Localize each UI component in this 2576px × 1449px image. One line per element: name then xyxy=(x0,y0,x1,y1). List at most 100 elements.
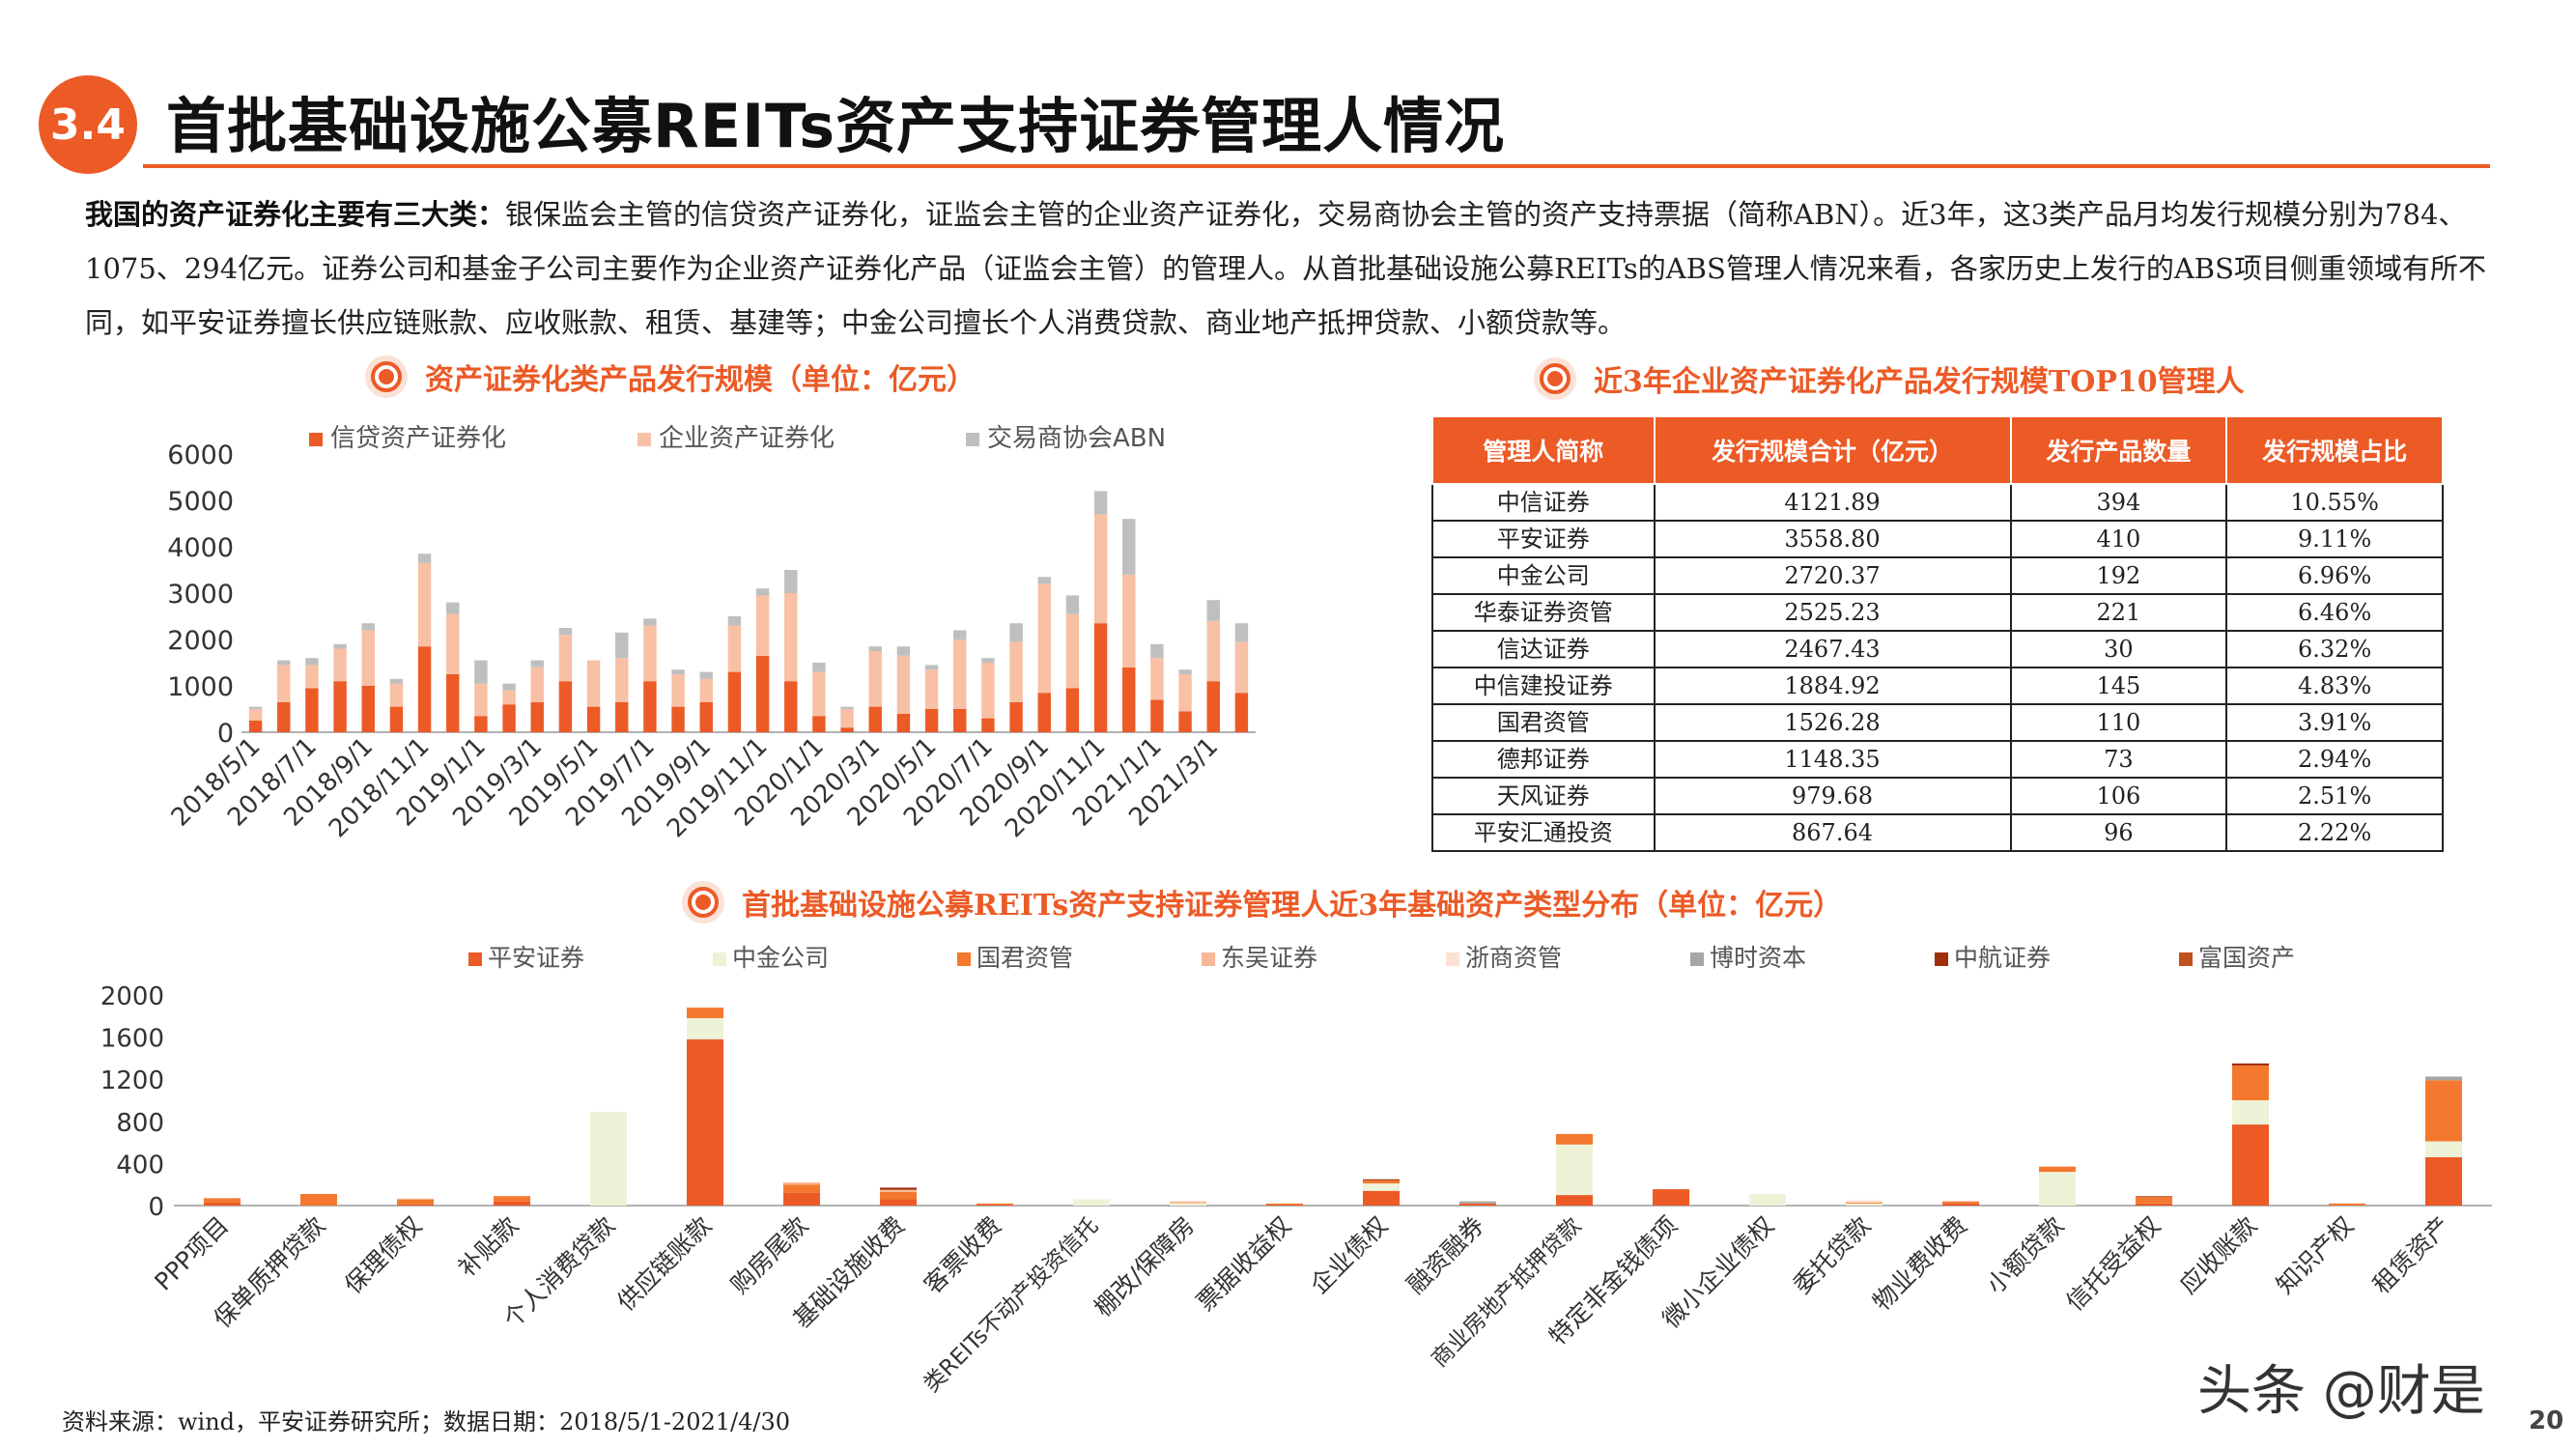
bar-segment xyxy=(643,625,657,682)
bar-segment xyxy=(1009,701,1023,732)
table-cell: 2720.37 xyxy=(1653,556,2012,595)
legend-swatch xyxy=(1935,952,1948,966)
table-row: 华泰证券资管 2525.23 221 6.46% xyxy=(1431,593,2444,632)
table-cell: 3558.80 xyxy=(1653,520,2012,558)
table-column-header: 发行产品数量 xyxy=(2009,415,2228,485)
bar-segment xyxy=(494,1201,530,1206)
legend-label: 交易商协会ABN xyxy=(987,424,1166,453)
y-tick-label: 4000 xyxy=(167,533,234,563)
bar-segment xyxy=(530,667,544,702)
bar-segment xyxy=(530,701,544,732)
table-cell: 394 xyxy=(2009,484,2228,522)
bar-segment xyxy=(361,623,375,631)
category-label: 购房尾款 xyxy=(725,1211,813,1299)
category-label: PPP项目 xyxy=(149,1211,234,1296)
table-cell: 110 xyxy=(2009,703,2228,742)
table-cell: 平安汇通投资 xyxy=(1431,813,1656,852)
bar-segment xyxy=(446,613,460,674)
bar-segment xyxy=(1009,623,1023,642)
bar-segment xyxy=(305,665,319,689)
table-cell: 145 xyxy=(2009,667,2228,705)
bar-segment xyxy=(783,1192,820,1206)
bar-segment xyxy=(953,630,967,639)
bar-segment xyxy=(1178,674,1192,712)
bar-segment xyxy=(699,678,713,702)
table-cell: 2525.23 xyxy=(1653,593,2012,632)
table-cell: 192 xyxy=(2009,556,2228,595)
table-cell: 国君资管 xyxy=(1431,703,1656,742)
legend-swatch xyxy=(957,952,971,966)
legend-label: 浙商资管 xyxy=(1465,944,1562,972)
bar-segment xyxy=(2039,1172,2076,1206)
table-column-header: 发行规模合计（亿元） xyxy=(1653,415,2012,485)
bar-segment xyxy=(981,663,995,719)
legend-swatch xyxy=(468,952,482,966)
bar-segment xyxy=(868,646,882,651)
bar-segment xyxy=(2232,1065,2269,1100)
legend-swatch xyxy=(2179,952,2193,966)
table-cell: 4.83% xyxy=(2225,667,2444,705)
bar-segment xyxy=(1150,658,1164,700)
bar-segment xyxy=(615,701,629,732)
bar-segment xyxy=(397,1199,434,1205)
bar-segment xyxy=(880,1187,917,1190)
table-row: 国君资管 1526.28 110 3.91% xyxy=(1431,703,2444,742)
target-bullet-icon xyxy=(682,881,724,923)
bar-segment xyxy=(671,706,685,732)
legend-label: 东吴证券 xyxy=(1221,944,1317,972)
bar-segment xyxy=(417,554,432,563)
target-bullet-icon xyxy=(1534,357,1576,400)
category-label: 租赁资产 xyxy=(2367,1211,2455,1299)
bar-segment xyxy=(1037,583,1051,694)
bar-segment xyxy=(868,651,882,707)
bar-segment xyxy=(783,1184,820,1193)
bar-segment xyxy=(727,616,742,626)
table-cell: 1526.28 xyxy=(1653,703,2012,742)
table-cell: 1148.35 xyxy=(1653,740,2012,779)
bar-segment xyxy=(784,570,798,593)
table-column-header: 管理人简称 xyxy=(1431,415,1656,485)
chart1-bars xyxy=(248,491,1249,732)
bar-segment xyxy=(1459,1203,1496,1206)
bar-segment xyxy=(615,658,629,702)
legend-label: 国君资管 xyxy=(977,944,1073,972)
legend-swatch xyxy=(713,952,726,966)
chart2-legend: 平安证券 中金公司 国君资管 东吴证券 浙商资管 博时资本 中航证券 富国资产 xyxy=(468,944,2295,972)
table-title-wrap: 近3年企业资产证券化产品发行规模TOP10管理人 xyxy=(1534,357,2245,400)
bar-segment xyxy=(2232,1063,2269,1066)
bar-segment xyxy=(953,639,967,709)
category-label: 知识产权 xyxy=(2271,1211,2359,1299)
bar-segment xyxy=(2425,1080,2462,1142)
bar-segment xyxy=(1234,641,1249,694)
bar-segment xyxy=(1065,688,1080,732)
table-cell: 2.94% xyxy=(2225,740,2444,779)
table-cell: 华泰证券资管 xyxy=(1431,593,1656,632)
category-label: 票据收益权 xyxy=(1191,1211,1296,1317)
table-row: 中金公司 2720.37 192 6.96% xyxy=(1431,556,2444,595)
bar-segment xyxy=(755,595,770,656)
bar-segment xyxy=(2425,1141,2462,1157)
bar-segment xyxy=(300,1194,337,1206)
table-cell: 平安证券 xyxy=(1431,520,1656,558)
bar-segment xyxy=(896,655,911,714)
bar-segment xyxy=(2039,1166,2076,1173)
bar-segment xyxy=(1846,1203,1882,1206)
bar-segment xyxy=(1122,519,1136,575)
bar-segment xyxy=(1037,693,1051,732)
bar-segment xyxy=(1363,1190,1400,1206)
table-cell: 1884.92 xyxy=(1653,667,2012,705)
bar-segment xyxy=(1065,595,1080,614)
table-cell: 6.32% xyxy=(2225,630,2444,668)
chart1-title-wrap: 资产证券化类产品发行规模（单位：亿元） xyxy=(365,355,976,398)
bar-segment xyxy=(2425,1076,2462,1081)
category-label: 供应链账款 xyxy=(611,1211,717,1317)
bar-segment xyxy=(277,701,291,732)
bar-segment xyxy=(2232,1124,2269,1206)
bar-segment xyxy=(2136,1203,2172,1206)
page-title: 首批基础设施公募REITs资产支持证券管理人情况 xyxy=(166,91,1506,161)
category-label: 应收账款 xyxy=(2174,1211,2262,1299)
bar-segment xyxy=(727,625,742,672)
bar-segment xyxy=(1363,1179,1400,1180)
bar-segment xyxy=(1942,1201,1979,1204)
category-label: 类REITs不动产投资信托 xyxy=(920,1213,1104,1398)
